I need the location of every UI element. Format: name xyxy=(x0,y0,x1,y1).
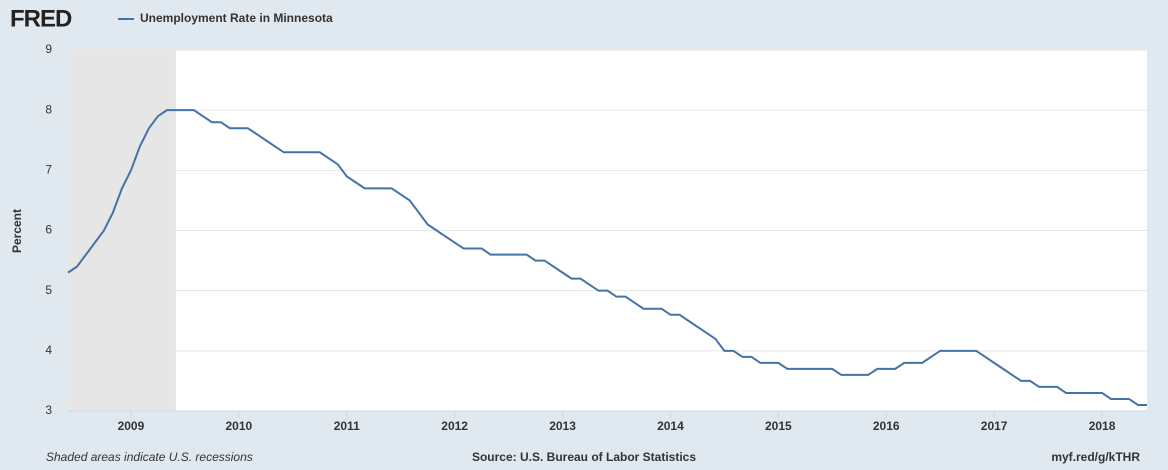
x-tick-label: 2014 xyxy=(657,419,684,433)
x-tick-label: 2010 xyxy=(225,419,252,433)
y-tick-label: 9 xyxy=(45,42,52,56)
x-tick-label: 2017 xyxy=(981,419,1008,433)
footer-note: Shaded areas indicate U.S. recessions xyxy=(46,450,253,464)
y-tick-label: 3 xyxy=(45,403,52,417)
x-tick-label: 2011 xyxy=(334,419,360,433)
brand-logo: FRED xyxy=(10,5,72,32)
x-tick-label: 2009 xyxy=(118,419,145,433)
y-axis-label: Percent xyxy=(10,209,24,253)
x-tick-label: 2015 xyxy=(765,419,792,433)
x-tick-label: 2016 xyxy=(873,419,900,433)
x-tick-label: 2013 xyxy=(549,419,576,433)
x-tick-label: 2012 xyxy=(441,419,468,433)
y-tick-label: 8 xyxy=(45,102,52,116)
y-tick-label: 5 xyxy=(45,283,52,297)
series-line xyxy=(67,109,1147,406)
y-tick-label: 4 xyxy=(45,343,52,357)
y-tick-label: 6 xyxy=(45,223,52,237)
footer-source: Source: U.S. Bureau of Labor Statistics xyxy=(472,450,696,464)
footer-link: myf.red/g/kTHR xyxy=(1051,450,1140,464)
legend-label: Unemployment Rate in Minnesota xyxy=(140,11,333,25)
x-tick-label: 2018 xyxy=(1089,419,1116,433)
y-tick-label: 7 xyxy=(45,163,52,177)
